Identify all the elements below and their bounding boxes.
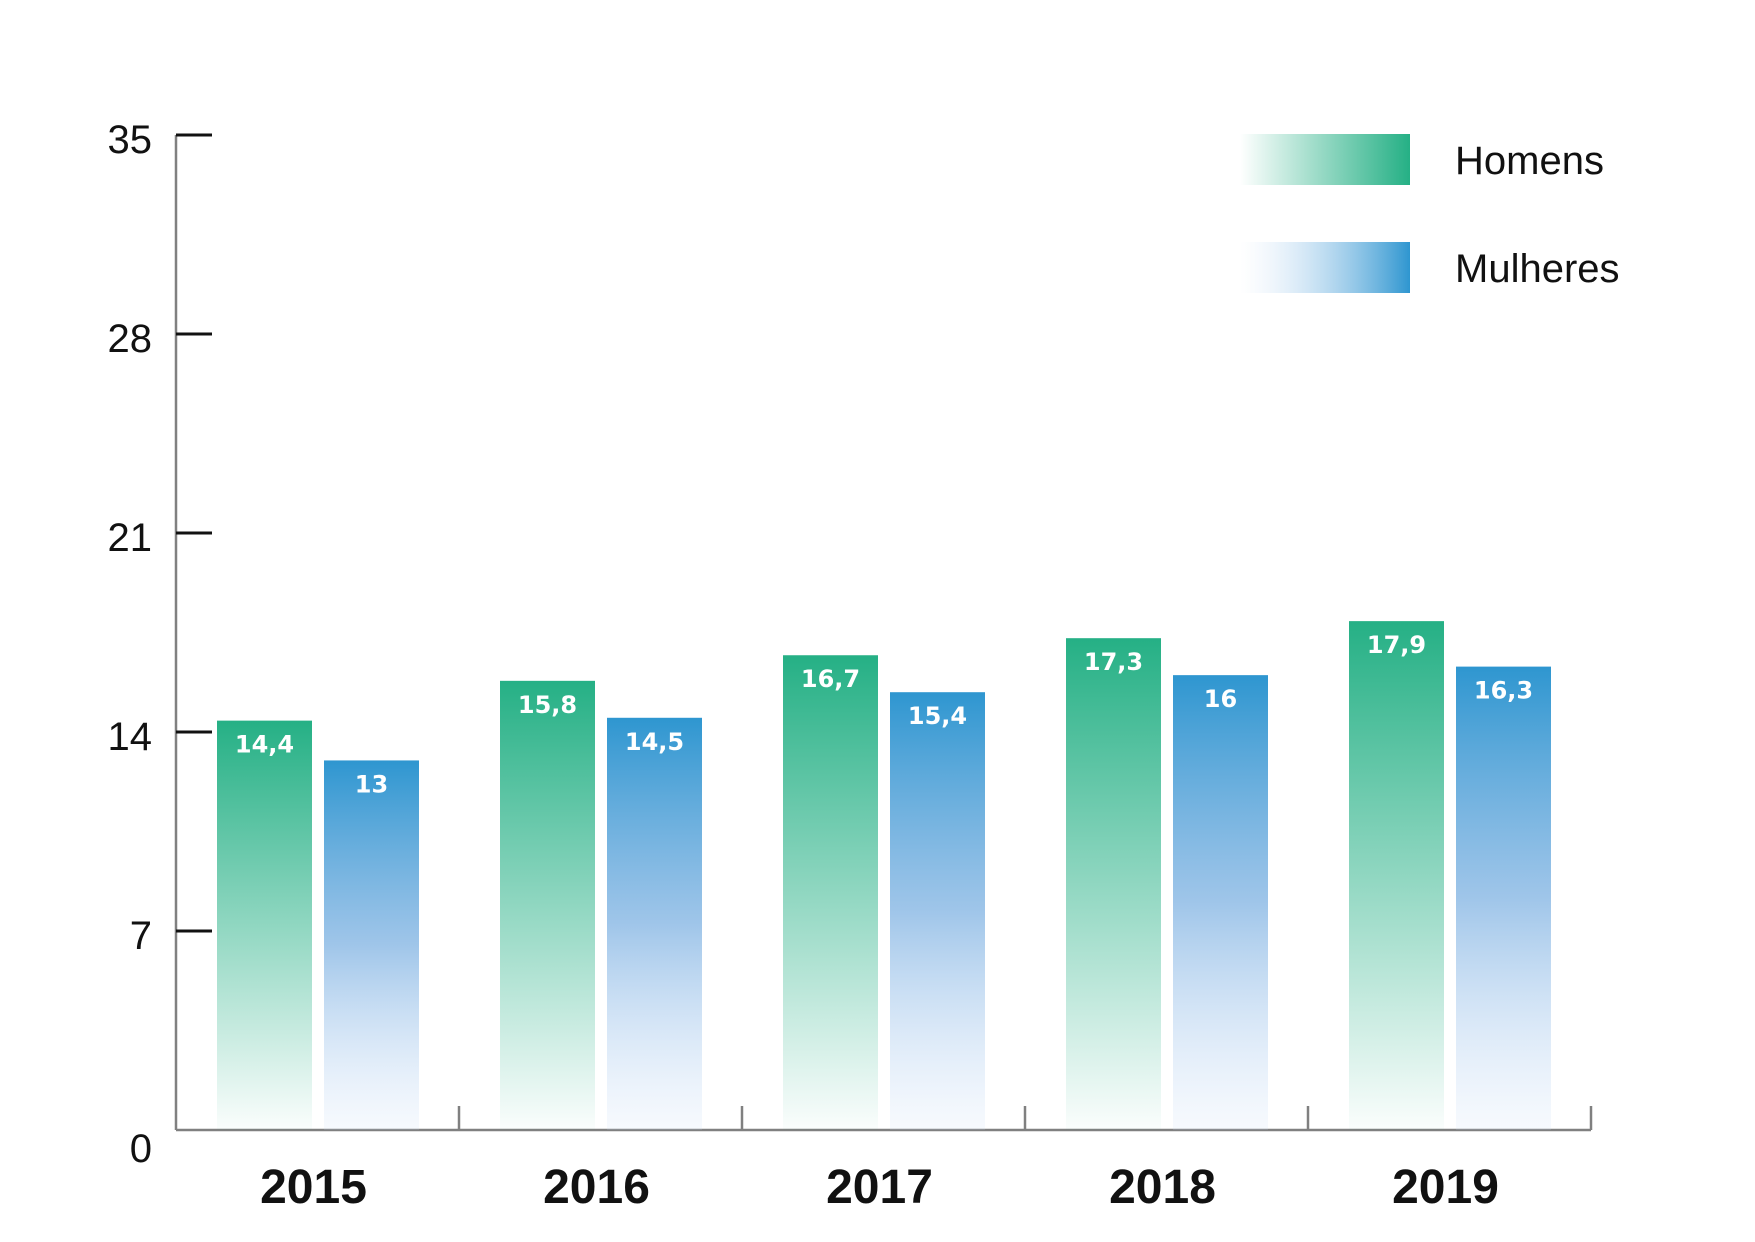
bar-value-label: 17,9 [1367, 631, 1426, 659]
y-tick-label: 28 [108, 317, 153, 361]
bar-mulheres-2016 [607, 717, 702, 1130]
x-tick-label: 2018 [1109, 1161, 1216, 1214]
bar-value-label: 15,8 [518, 691, 577, 719]
bars: 14,4 13 15,8 14,5 16,7 15,4 17,3 16 17,9 16,3 [217, 621, 1551, 1130]
x-tick-label: 2016 [543, 1161, 650, 1214]
bar-homens-2017 [783, 655, 878, 1130]
bar-value-label: 16 [1204, 685, 1237, 713]
bar-mulheres-2019 [1456, 666, 1551, 1130]
legend-swatch-mulheres [1240, 242, 1410, 293]
bar-mulheres-2017 [890, 692, 985, 1130]
bar-homens-2015 [217, 720, 312, 1130]
bar-value-label: 14,5 [625, 728, 684, 756]
y-tick-label: 7 [130, 914, 152, 958]
y-tick-label: 0 [130, 1127, 152, 1171]
legend-label-homens: Homens [1455, 139, 1604, 183]
y-tick-label: 14 [108, 715, 153, 759]
legend-swatch-homens [1240, 134, 1410, 185]
bar-value-label: 16,7 [801, 665, 860, 693]
x-tick-label: 2015 [260, 1161, 367, 1214]
bar-value-label: 16,3 [1474, 677, 1533, 705]
bar-homens-2019 [1349, 621, 1444, 1130]
legend: Homens Mulheres [1240, 134, 1620, 293]
legend-label-mulheres: Mulheres [1455, 247, 1620, 291]
x-tick-label: 2017 [826, 1161, 933, 1214]
y-tick-label: 21 [108, 516, 153, 560]
bar-mulheres-2018 [1173, 675, 1268, 1130]
bar-value-label: 17,3 [1084, 648, 1143, 676]
bar-mulheres-2015 [324, 760, 419, 1130]
bar-value-label: 14,4 [235, 731, 294, 759]
y-tick-label: 35 [108, 118, 153, 162]
bar-homens-2018 [1066, 638, 1161, 1130]
bar-homens-2016 [500, 680, 595, 1130]
bar-value-label: 15,4 [908, 702, 967, 730]
x-tick-label: 2019 [1392, 1161, 1499, 1214]
bar-value-label: 13 [355, 770, 388, 798]
